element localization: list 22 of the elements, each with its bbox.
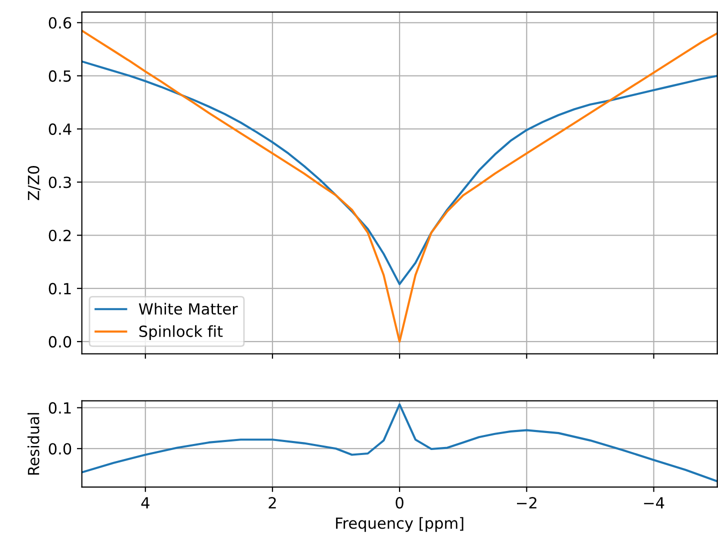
y-tick-label: 0.5: [48, 70, 71, 82]
y-tick-label: 0.0: [48, 336, 72, 348]
x-tick-label: 0: [396, 497, 404, 509]
y-tick-label: 0.0: [48, 443, 72, 455]
y-tick-label: 0.4: [48, 123, 72, 135]
x-tick-label: −2: [517, 497, 536, 508]
y-tick-label: 0.1: [48, 402, 71, 414]
line-series: [82, 403, 718, 482]
x-tick-label: 2: [268, 497, 276, 508]
legend-label: White Matter: [138, 302, 238, 315]
y-tick-label: 0.1: [48, 282, 71, 294]
x-axis-title: Frequency [ppm]: [336, 517, 464, 532]
y-tick-label: 0.2: [48, 230, 71, 242]
legend-label: Spinlock fit: [139, 325, 223, 340]
y-axis-title: Z/Z0: [28, 166, 41, 200]
y-axis-title: Residual: [27, 413, 40, 475]
x-tick-label: −4: [644, 497, 664, 508]
line-series: [82, 60, 718, 286]
y-tick-label: 0.3: [48, 176, 71, 188]
line-series: [82, 30, 718, 343]
y-tick-label: 0.6: [48, 17, 72, 29]
x-tick-label: 4: [141, 497, 150, 508]
